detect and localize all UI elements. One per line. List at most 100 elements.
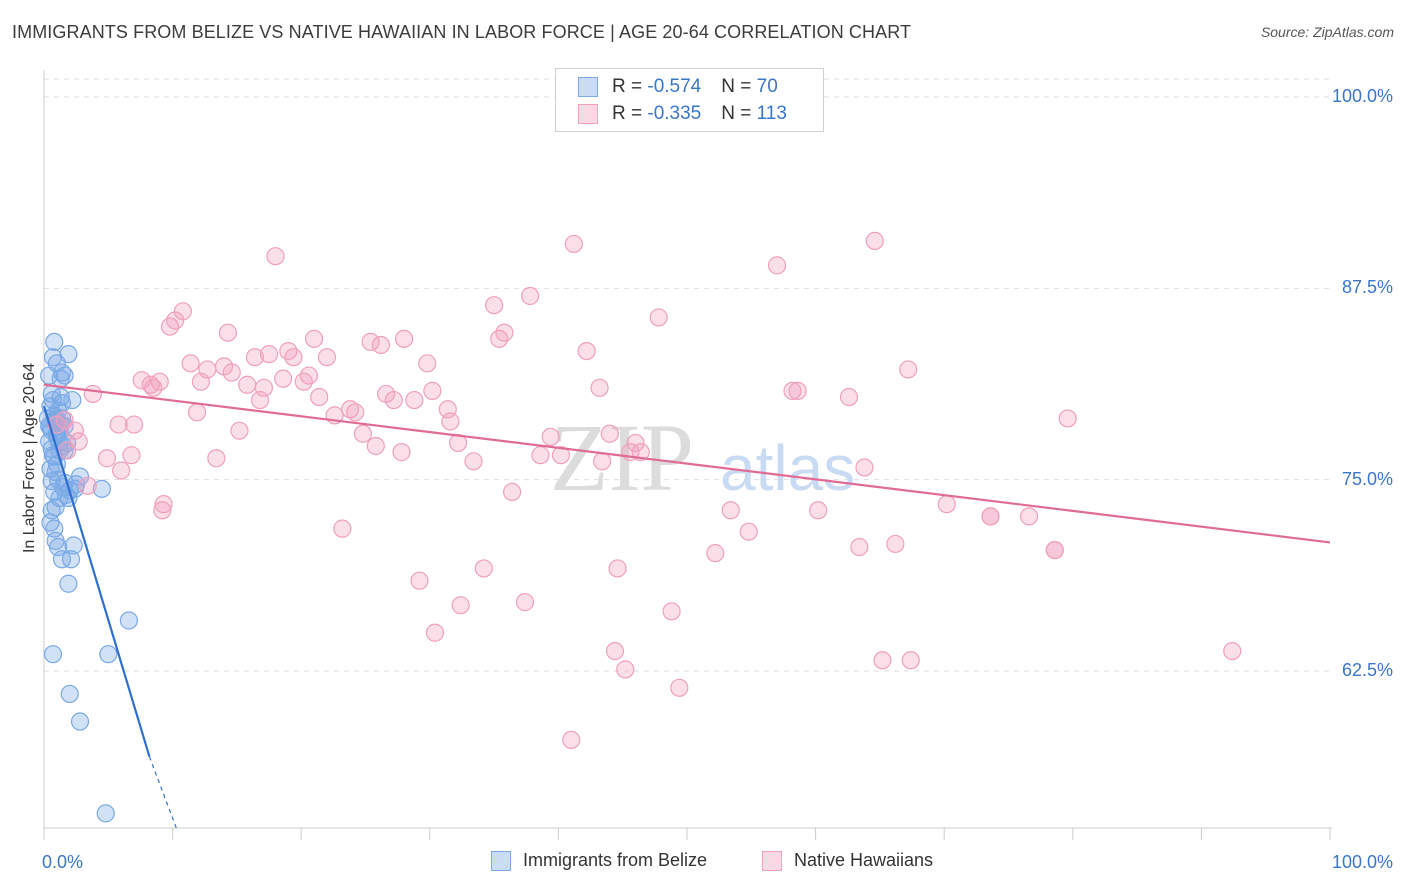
watermark-zip: ZIP <box>550 404 694 511</box>
data-point <box>788 381 807 400</box>
data-point <box>45 332 64 352</box>
trend-lines <box>42 383 1331 832</box>
series-belize <box>38 332 138 823</box>
data-point <box>63 390 82 410</box>
data-point <box>310 387 329 407</box>
series-legend: Immigrants from Belize Native Hawaiians <box>0 850 1406 878</box>
data-point <box>41 459 60 479</box>
data-point <box>70 712 90 731</box>
y-tick-label: 62.5% <box>1341 660 1393 680</box>
data-point <box>464 452 483 471</box>
data-point <box>384 390 403 410</box>
data-point <box>616 660 635 679</box>
data-point <box>1058 409 1077 428</box>
data-point <box>410 571 429 590</box>
y-tick-label: 100.0% <box>1331 86 1393 106</box>
data-point <box>58 441 77 460</box>
series-swatch-hawaiian <box>762 850 782 871</box>
legend-row-belize: R = -0.574 N = 70 <box>578 74 778 100</box>
data-point <box>317 348 337 367</box>
data-point <box>59 345 78 364</box>
data-point <box>187 403 207 422</box>
data-point <box>850 537 869 557</box>
data-point <box>96 804 115 823</box>
data-point <box>173 302 192 321</box>
source-credit: Source: ZipAtlas.com <box>1260 24 1394 40</box>
data-point <box>739 522 758 541</box>
legend-swatch-hawaiian <box>578 104 598 124</box>
series-legend-belize[interactable]: Immigrants from Belize <box>491 850 707 871</box>
data-point <box>721 501 740 520</box>
data-point <box>809 501 828 520</box>
data-point <box>112 461 131 480</box>
legend-r-value: -0.335 <box>647 103 702 124</box>
data-point <box>394 329 414 348</box>
data-point <box>61 550 81 569</box>
correlation-legend: R = -0.574 N = 70 R = -0.335 N = 113 <box>555 68 824 132</box>
data-point <box>83 384 102 404</box>
data-point <box>1223 642 1242 661</box>
data-point <box>97 449 117 468</box>
data-point <box>254 378 274 397</box>
data-point <box>51 369 70 388</box>
data-point <box>865 231 884 250</box>
data-point <box>60 684 79 704</box>
data-point <box>562 730 581 749</box>
data-point <box>515 593 535 612</box>
data-point <box>392 443 411 462</box>
data-point <box>207 449 226 468</box>
data-point <box>266 247 285 266</box>
legend-n-value: 113 <box>756 103 787 124</box>
data-point <box>981 507 1000 526</box>
data-point <box>670 678 689 697</box>
data-point <box>122 446 141 465</box>
data-point <box>109 415 128 434</box>
data-point <box>52 363 72 382</box>
data-point <box>873 651 892 670</box>
data-point <box>99 645 118 664</box>
data-point <box>590 378 609 397</box>
data-point <box>600 424 619 443</box>
data-point <box>299 366 319 385</box>
legend-r-value: -0.574 <box>647 76 702 97</box>
y-tick-label: 75.0% <box>1341 468 1393 489</box>
data-point <box>222 363 241 382</box>
data-point <box>564 234 583 254</box>
data-point <box>855 458 874 477</box>
legend-swatch-belize <box>578 77 598 97</box>
data-point <box>92 479 111 498</box>
data-point <box>541 427 560 446</box>
data-point <box>626 433 645 453</box>
data-point <box>1045 540 1064 560</box>
data-point <box>937 495 956 514</box>
data-point <box>662 602 681 621</box>
legend-n-label: N = <box>721 103 757 124</box>
data-point <box>1019 507 1039 526</box>
series-swatch-belize <box>491 850 511 871</box>
data-point <box>593 452 612 471</box>
data-point <box>405 390 424 410</box>
legend-n-value: 70 <box>756 76 778 97</box>
data-point <box>45 482 64 502</box>
data-point <box>521 286 540 306</box>
trend-line-hawaiian <box>43 383 1331 544</box>
data-point <box>346 403 365 422</box>
data-point <box>441 412 460 431</box>
data-point <box>474 559 493 578</box>
data-point <box>531 446 550 465</box>
data-point <box>451 596 470 615</box>
data-point <box>119 611 138 630</box>
data-point <box>886 534 905 554</box>
series-legend-hawaiian[interactable]: Native Hawaiians <box>762 850 933 871</box>
data-point <box>371 335 391 355</box>
data-point <box>901 651 920 670</box>
data-point <box>166 311 185 330</box>
data-point <box>783 381 802 400</box>
data-point <box>230 421 249 440</box>
data-point <box>238 375 257 394</box>
data-point <box>608 559 627 578</box>
data-point <box>153 501 172 520</box>
data-point <box>78 476 97 495</box>
data-point <box>333 519 352 538</box>
